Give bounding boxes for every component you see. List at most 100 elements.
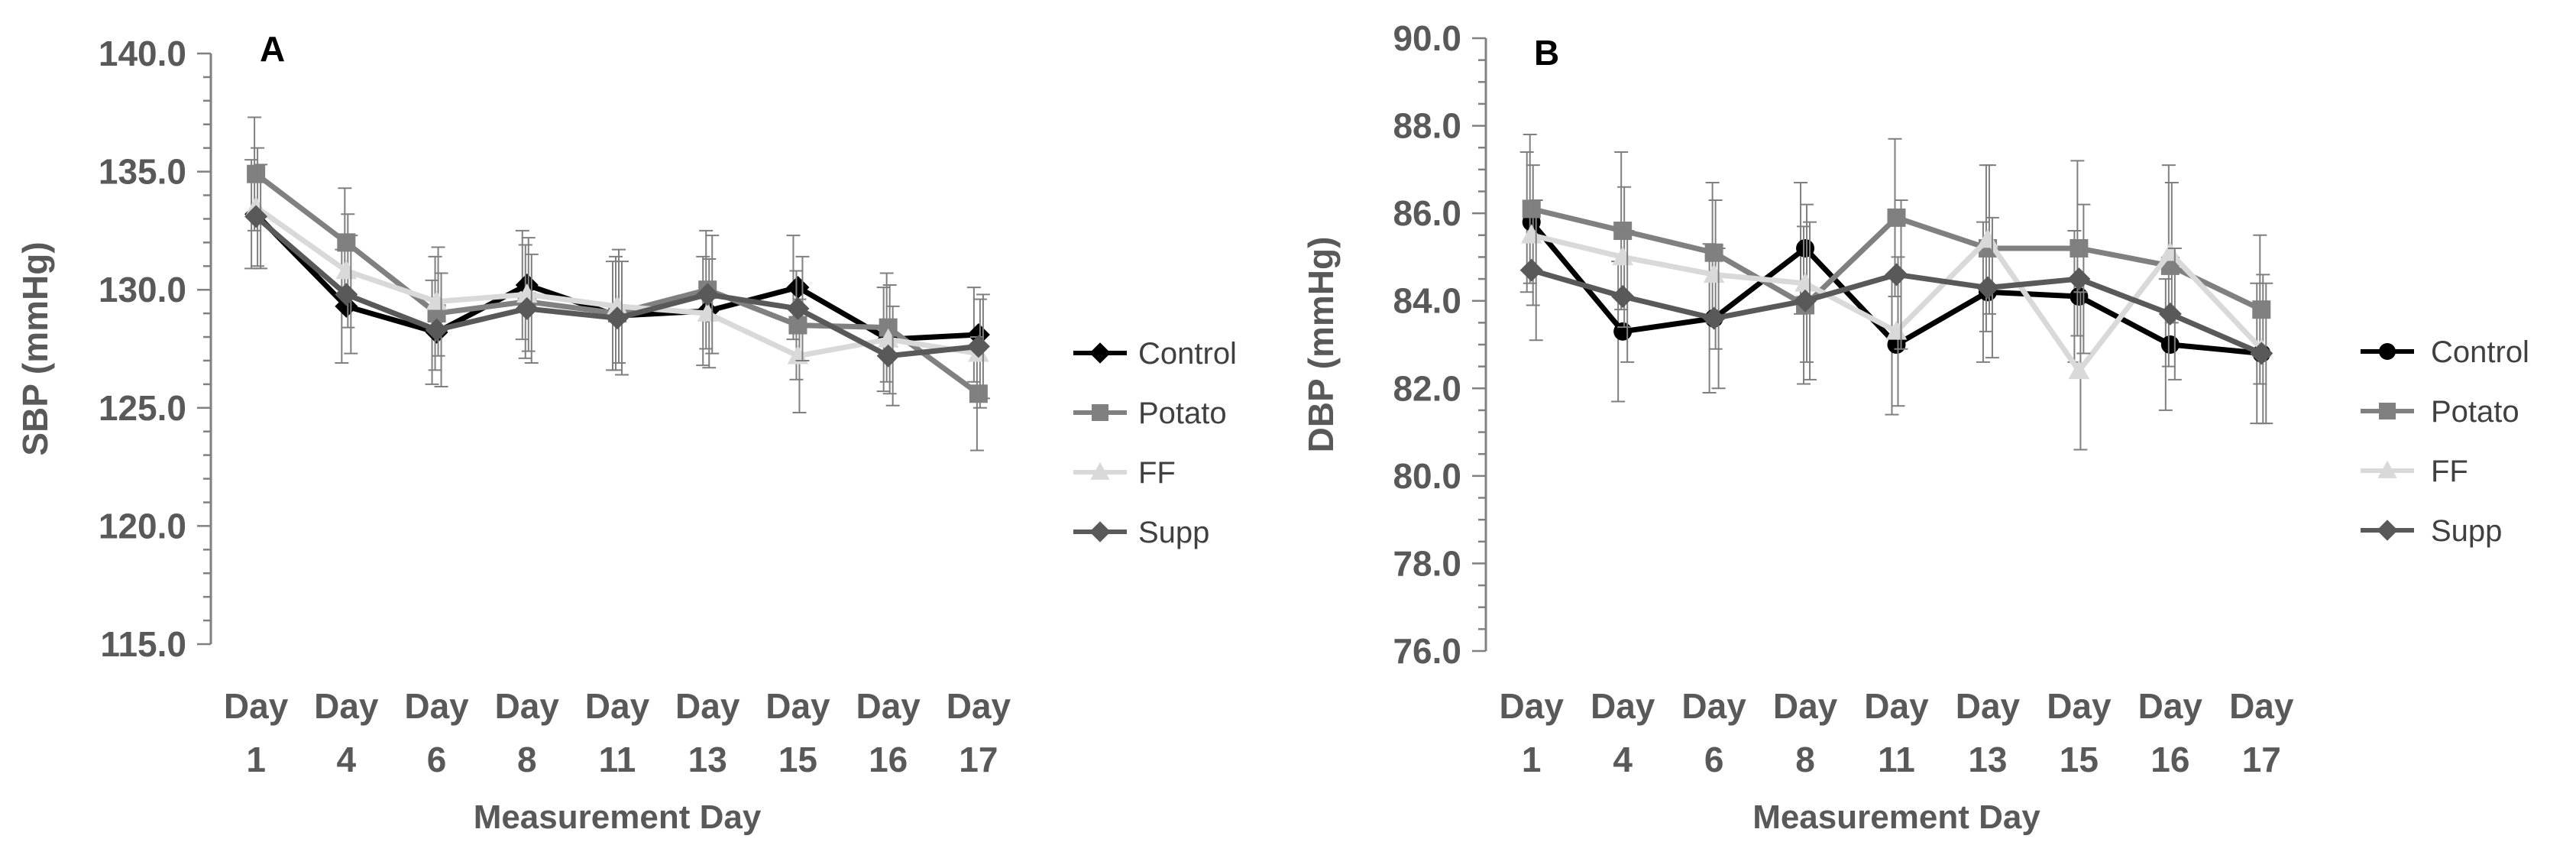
data-point	[1976, 276, 1999, 300]
x-tick-label-top: Day	[1773, 686, 1838, 726]
data-point	[696, 283, 720, 306]
legend-marker	[1090, 462, 1110, 480]
x-tick-label-bottom: 17	[959, 740, 998, 779]
x-tick-label-bottom: 8	[1795, 740, 1815, 779]
series-line	[254, 214, 979, 359]
x-tick-label-top: Day	[585, 686, 650, 726]
legend-label: Supp	[1138, 516, 1209, 549]
y-tick-label: 130.0	[99, 270, 186, 309]
data-point	[1977, 228, 1998, 248]
legend-label: FF	[2431, 455, 2468, 488]
x-tick-label-top: Day	[2229, 686, 2294, 726]
x-tick-label-bottom: 6	[427, 740, 447, 779]
data-point	[2068, 359, 2090, 380]
x-tick-label-bottom: 15	[2060, 740, 2099, 779]
data-point	[606, 306, 629, 330]
x-axis-title: Measurement Day	[474, 798, 762, 836]
legend-marker	[2377, 460, 2397, 478]
panel-label: B	[1534, 33, 1559, 73]
data-point	[1522, 199, 1541, 219]
x-tick-label-top: Day	[2138, 686, 2203, 726]
data-point	[786, 296, 810, 320]
legend-label: Control	[2431, 335, 2529, 369]
data-point	[2160, 241, 2181, 261]
data-point	[2252, 300, 2271, 319]
series-supp	[1519, 199, 2273, 425]
data-point	[2070, 238, 2089, 257]
data-point	[2250, 342, 2273, 365]
x-tick-label-bottom: 11	[1878, 740, 1915, 779]
x-tick-label-bottom: 11	[599, 740, 636, 779]
x-tick-label-top: Day	[856, 686, 921, 726]
data-point	[966, 322, 990, 346]
y-tick-label: 78.0	[1393, 543, 1461, 583]
series-line	[254, 205, 979, 359]
y-tick-label: 115.0	[100, 624, 186, 664]
series-potato	[1522, 134, 2271, 385]
data-point	[786, 276, 810, 300]
x-tick-label-top: Day	[314, 686, 379, 726]
x-tick-label-top: Day	[765, 686, 830, 726]
x-tick-label-bottom: 1	[1522, 740, 1542, 779]
x-tick-label-bottom: 17	[2242, 740, 2281, 779]
y-axis-title: DBP (mmHg)	[1301, 237, 1341, 453]
data-point	[247, 164, 266, 183]
x-tick-label-top: Day	[1864, 686, 1929, 726]
legend: Control Potato FF Supp	[2361, 335, 2529, 548]
x-tick-label-bottom: 15	[778, 740, 817, 779]
panel-a-chart: 115.0 120.0 125.0 130.0 135.0 140.0 SBP (mmHg)…	[15, 29, 1237, 836]
x-tick-label-top: Day	[1500, 686, 1565, 726]
data-point	[1702, 306, 1726, 330]
x-tick-label-bottom: 13	[1968, 740, 2007, 779]
legend-marker	[1089, 521, 1111, 542]
y-axis-title: SBP (mmHg)	[15, 241, 55, 455]
data-point	[335, 294, 358, 318]
y-tick-label: 140.0	[99, 34, 186, 73]
y-tick-label: 76.0	[1393, 631, 1461, 671]
series-line	[254, 171, 980, 397]
y-tick-label: 88.0	[1393, 106, 1461, 146]
legend-marker	[1089, 342, 1111, 364]
data-point	[515, 296, 539, 320]
data-point	[1887, 208, 1906, 227]
x-tick-label-bottom: 1	[246, 740, 266, 779]
data-point	[337, 233, 356, 252]
x-tick-label-bottom: 4	[1613, 740, 1633, 779]
y-tick-label: 90.0	[1393, 18, 1461, 58]
data-point	[335, 283, 358, 306]
x-tick-label-top: Day	[495, 686, 560, 726]
data-point	[1885, 263, 1908, 287]
series-potato	[247, 116, 988, 452]
x-tick-label-top: Day	[1591, 686, 1655, 726]
data-point	[1704, 243, 1723, 262]
x-tick-label-bottom: 13	[688, 740, 727, 779]
y-tick-label: 120.0	[99, 506, 186, 546]
data-point	[1519, 258, 1543, 282]
x-tick-label-bottom: 8	[517, 740, 537, 779]
y-tick-label: 80.0	[1393, 456, 1461, 496]
legend-label: FF	[1138, 456, 1176, 490]
data-point	[2067, 267, 2091, 291]
x-tick-label-bottom: 6	[1704, 740, 1724, 779]
y-tick-label: 86.0	[1393, 193, 1461, 233]
data-point	[969, 384, 988, 403]
y-tick-label: 135.0	[99, 152, 186, 192]
data-point	[244, 205, 268, 228]
legend: Control Potato FF Supp	[1073, 337, 1237, 549]
x-tick-label-top: Day	[404, 686, 469, 726]
data-point	[1613, 322, 1633, 341]
legend-label: Potato	[1138, 397, 1227, 430]
legend-marker	[1092, 404, 1108, 421]
x-tick-label-top: Day	[1681, 686, 1746, 726]
legend-label: Supp	[2431, 514, 2502, 548]
data-point	[966, 335, 990, 358]
x-tick-label-top: Day	[947, 686, 1011, 726]
x-tick-label-bottom: 4	[337, 740, 357, 779]
legend-label: Potato	[2431, 395, 2519, 429]
panel-b-chart: 76.0 78.0 80.0 82.0 84.0 86.0 88.0 90.0 DBP (mmH…	[1301, 18, 2529, 836]
legend-label: Control	[1138, 337, 1237, 371]
legend-marker	[2379, 343, 2396, 360]
data-point	[1796, 238, 1815, 257]
series-supp	[244, 164, 990, 406]
